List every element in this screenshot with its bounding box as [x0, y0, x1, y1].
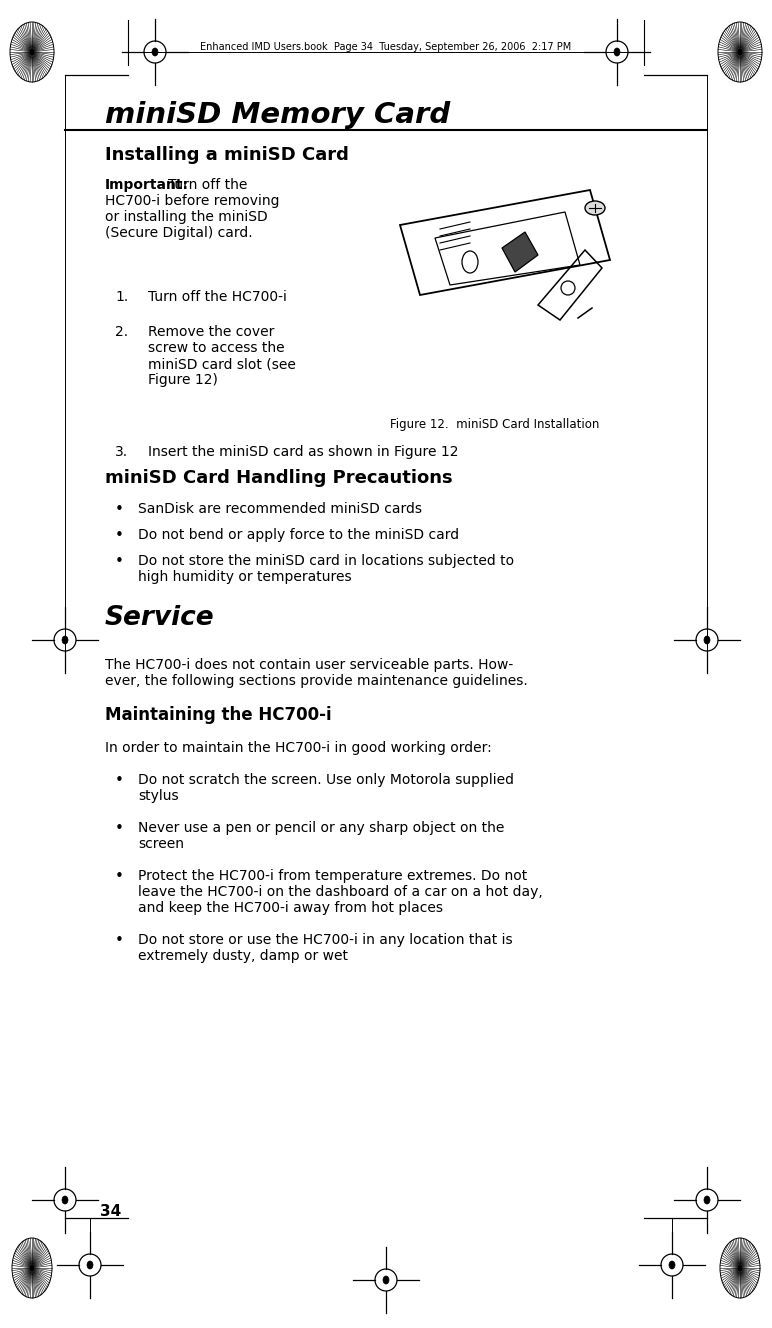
- Text: •: •: [115, 529, 124, 543]
- Text: 1.: 1.: [115, 290, 128, 304]
- Ellipse shape: [152, 48, 158, 56]
- Ellipse shape: [29, 1264, 35, 1272]
- Text: and keep the HC700-i away from hot places: and keep the HC700-i away from hot place…: [138, 900, 443, 915]
- Text: miniSD Card Handling Precautions: miniSD Card Handling Precautions: [105, 469, 452, 487]
- Text: Protect the HC700-i from temperature extremes. Do not: Protect the HC700-i from temperature ext…: [138, 869, 527, 883]
- Text: •: •: [115, 502, 124, 517]
- Ellipse shape: [62, 636, 68, 644]
- Text: extremely dusty, damp or wet: extremely dusty, damp or wet: [138, 950, 348, 963]
- Text: miniSD Memory Card: miniSD Memory Card: [105, 101, 450, 129]
- Text: screw to access the: screw to access the: [148, 341, 285, 355]
- Text: •: •: [115, 821, 124, 837]
- Text: HC700-i before removing: HC700-i before removing: [105, 194, 279, 208]
- Text: Enhanced IMD Users.book  Page 34  Tuesday, September 26, 2006  2:17 PM: Enhanced IMD Users.book Page 34 Tuesday,…: [201, 42, 571, 52]
- Text: Figure 12): Figure 12): [148, 373, 218, 386]
- Text: SanDisk are recommended miniSD cards: SanDisk are recommended miniSD cards: [138, 502, 422, 517]
- Text: Do not scratch the screen. Use only Motorola supplied: Do not scratch the screen. Use only Moto…: [138, 773, 514, 788]
- Ellipse shape: [614, 48, 620, 56]
- Text: stylus: stylus: [138, 789, 178, 803]
- Text: •: •: [115, 934, 124, 948]
- Text: or installing the miniSD: or installing the miniSD: [105, 210, 268, 224]
- Ellipse shape: [29, 48, 35, 56]
- Text: Do not bend or apply force to the miniSD card: Do not bend or apply force to the miniSD…: [138, 529, 459, 542]
- Ellipse shape: [669, 1262, 675, 1270]
- Ellipse shape: [737, 1264, 743, 1272]
- Text: Figure 12.  miniSD Card Installation: Figure 12. miniSD Card Installation: [390, 418, 599, 432]
- Text: Remove the cover: Remove the cover: [148, 325, 274, 339]
- Text: In order to maintain the HC700-i in good working order:: In order to maintain the HC700-i in good…: [105, 741, 492, 756]
- Text: 3.: 3.: [115, 445, 128, 459]
- Ellipse shape: [62, 1197, 68, 1204]
- Ellipse shape: [704, 636, 710, 644]
- Text: ever, the following sections provide maintenance guidelines.: ever, the following sections provide mai…: [105, 675, 528, 688]
- Ellipse shape: [87, 1262, 93, 1270]
- Text: •: •: [115, 554, 124, 568]
- Text: Turn off the HC700-i: Turn off the HC700-i: [148, 290, 287, 304]
- Ellipse shape: [585, 201, 605, 215]
- Text: Installing a miniSD Card: Installing a miniSD Card: [105, 146, 349, 163]
- Text: miniSD card slot (see: miniSD card slot (see: [148, 357, 296, 371]
- Ellipse shape: [383, 1276, 389, 1284]
- Text: Turn off the: Turn off the: [168, 178, 247, 193]
- Ellipse shape: [737, 48, 743, 56]
- Polygon shape: [502, 232, 538, 272]
- Text: Maintaining the HC700-i: Maintaining the HC700-i: [105, 706, 332, 724]
- Text: Never use a pen or pencil or any sharp object on the: Never use a pen or pencil or any sharp o…: [138, 821, 504, 835]
- Text: •: •: [115, 773, 124, 788]
- Text: leave the HC700-i on the dashboard of a car on a hot day,: leave the HC700-i on the dashboard of a …: [138, 884, 543, 899]
- Text: 2.: 2.: [115, 325, 128, 339]
- Text: Do not store or use the HC700-i in any location that is: Do not store or use the HC700-i in any l…: [138, 934, 513, 947]
- Text: screen: screen: [138, 837, 184, 851]
- Ellipse shape: [704, 1197, 710, 1204]
- Text: Do not store the miniSD card in locations subjected to: Do not store the miniSD card in location…: [138, 554, 514, 568]
- Text: Insert the miniSD card as shown in Figure 12: Insert the miniSD card as shown in Figur…: [148, 445, 459, 459]
- Text: The HC700-i does not contain user serviceable parts. How-: The HC700-i does not contain user servic…: [105, 657, 513, 672]
- Text: Service: Service: [105, 606, 215, 631]
- Text: Important:: Important:: [105, 178, 189, 193]
- Text: (Secure Digital) card.: (Secure Digital) card.: [105, 226, 252, 240]
- Text: high humidity or temperatures: high humidity or temperatures: [138, 570, 351, 584]
- Text: •: •: [115, 869, 124, 884]
- Text: 34: 34: [100, 1204, 121, 1219]
